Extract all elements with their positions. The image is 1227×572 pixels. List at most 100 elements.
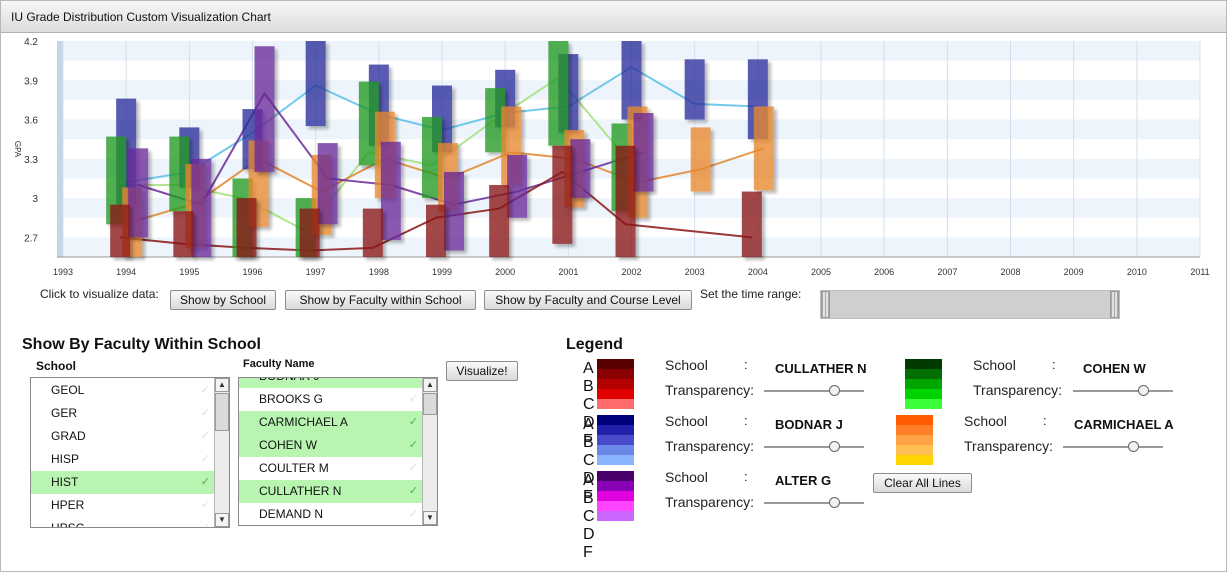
check-icon: ✓ xyxy=(408,439,418,451)
color-swatch xyxy=(597,471,634,521)
legend-transparency-label: Transparency: xyxy=(665,382,754,398)
check-icon: ✓ xyxy=(200,384,210,396)
slider-knob[interactable] xyxy=(1138,385,1149,396)
transparency-slider[interactable] xyxy=(764,496,864,510)
check-icon: ✓ xyxy=(200,453,210,465)
scroll-up-icon[interactable]: ▲ xyxy=(423,378,437,392)
legend-transparency-label: Transparency: xyxy=(665,494,754,510)
gpa-box xyxy=(507,154,528,218)
check-icon: ✓ xyxy=(200,430,210,442)
school-list-item[interactable]: HPSC ✓ xyxy=(31,517,214,528)
check-icon: ✓ xyxy=(200,522,210,528)
slider-knob[interactable] xyxy=(1128,441,1139,452)
transparency-slider[interactable] xyxy=(764,384,864,398)
swatch-band xyxy=(896,415,933,425)
slider-knob[interactable] xyxy=(829,441,840,452)
swatch-band xyxy=(896,455,933,465)
gpa-box xyxy=(485,88,506,153)
grade-letter: F xyxy=(583,488,593,505)
legend-title: Legend xyxy=(566,336,623,353)
school-list-item[interactable]: GER ✓ xyxy=(31,402,214,425)
faculty-name: BROOKS G xyxy=(259,392,324,406)
gpa-box xyxy=(426,204,446,257)
faculty-column-header: Faculty Name xyxy=(243,358,315,370)
faculty-list-item[interactable]: COULTER M ✓ xyxy=(239,457,422,480)
gpa-box xyxy=(128,148,149,238)
legend-transparency-label: Transparency: xyxy=(973,382,1062,398)
gpa-box xyxy=(191,158,212,257)
show-by-school-button[interactable]: Show by School xyxy=(170,290,276,310)
swatch-band xyxy=(905,379,942,389)
y-tick-label: 3.6 xyxy=(24,116,38,127)
x-tick-label: 2006 xyxy=(874,267,894,277)
faculty-scrollbar[interactable]: ▲ ▼ xyxy=(422,378,437,525)
school-list-item[interactable]: HIST ✓ xyxy=(31,471,214,494)
y-axis-label: GPA xyxy=(13,141,22,158)
gpa-box xyxy=(380,141,401,240)
transparency-slider[interactable] xyxy=(764,440,864,454)
faculty-list-item[interactable]: DEMAND N ✓ xyxy=(239,503,422,525)
clear-all-lines-button[interactable]: Clear All Lines xyxy=(873,473,972,493)
slider-track xyxy=(1063,446,1163,448)
gpa-box xyxy=(305,41,326,127)
x-tick-label: 2008 xyxy=(1000,267,1020,277)
scroll-down-icon[interactable]: ▼ xyxy=(215,513,229,527)
x-tick-label: 2003 xyxy=(685,267,705,277)
swatch-band xyxy=(597,415,634,425)
gpa-box xyxy=(236,198,257,257)
legend-school-label: School xyxy=(665,357,708,373)
slider-knob[interactable] xyxy=(829,497,840,508)
color-swatch xyxy=(896,415,933,465)
grade-letter: D xyxy=(583,526,595,543)
click-to-visualize-label: Click to visualize data: xyxy=(40,287,159,301)
scroll-thumb[interactable] xyxy=(215,393,229,431)
gpa-box xyxy=(106,136,127,225)
x-tick-label: 2005 xyxy=(811,267,831,277)
school-listbox[interactable]: GEOL ✓ GER ✓ GRAD ✓ HISP ✓ HIST ✓ HPER ✓ HPSC ✓ ▲ ▼ xyxy=(30,377,230,528)
swatch-band xyxy=(905,389,942,399)
color-swatch xyxy=(905,359,942,409)
y-tick-label: 2.7 xyxy=(24,233,38,244)
swatch-band xyxy=(597,481,634,491)
swatch-band xyxy=(896,435,933,445)
faculty-list-item[interactable]: CARMICHAEL A ✓ xyxy=(239,411,422,434)
gpa-chart: 2.7 3 3.3 3.6 3.9 4.2 GPA 1993 1994 1995 1996 1997 1… xyxy=(13,37,1210,277)
show-by-faculty-button[interactable]: Show by Faculty within School xyxy=(285,290,476,310)
grade-letter: C xyxy=(583,508,595,525)
legend-school-label: School xyxy=(973,357,1016,373)
transparency-slider[interactable] xyxy=(1063,440,1163,454)
faculty-list-item[interactable]: BROOKS G ✓ xyxy=(239,388,422,411)
legend-school-label: School xyxy=(665,469,708,485)
faculty-listbox[interactable]: BODNAR J✓BROOKS G✓CARMICHAEL A✓COHEN W✓C… xyxy=(238,377,438,526)
show-by-faculty-course-button[interactable]: Show by Faculty and Course Level xyxy=(484,290,692,310)
transparency-slider[interactable] xyxy=(1073,384,1173,398)
faculty-list-item[interactable]: BODNAR J ✓ xyxy=(239,378,422,388)
grade-letter: B xyxy=(583,434,594,451)
gpa-box xyxy=(633,113,654,192)
time-range-start-handle[interactable] xyxy=(821,291,830,318)
visualize-button[interactable]: Visualize! xyxy=(446,361,518,381)
time-range-end-handle[interactable] xyxy=(1110,291,1119,318)
scroll-up-icon[interactable]: ▲ xyxy=(215,378,229,392)
school-list-item[interactable]: HISP ✓ xyxy=(31,448,214,471)
school-list-item[interactable]: GRAD ✓ xyxy=(31,425,214,448)
swatch-band xyxy=(597,425,634,435)
swatch-band xyxy=(896,425,933,435)
school-list-item[interactable]: GEOL ✓ xyxy=(31,379,214,402)
time-range-slider[interactable] xyxy=(820,290,1120,319)
scroll-down-icon[interactable]: ▼ xyxy=(423,511,437,525)
gpa-box xyxy=(254,46,275,172)
school-list-item[interactable]: HPER ✓ xyxy=(31,494,214,517)
slider-knob[interactable] xyxy=(829,385,840,396)
scroll-thumb[interactable] xyxy=(423,393,437,415)
school-scrollbar[interactable]: ▲ ▼ xyxy=(214,378,229,527)
faculty-list-item[interactable]: COHEN W ✓ xyxy=(239,434,422,457)
x-tick-label: 2001 xyxy=(558,267,578,277)
swatch-band xyxy=(597,379,634,389)
x-tick-label: 2002 xyxy=(621,267,641,277)
gpa-box xyxy=(548,41,569,146)
faculty-list-item[interactable]: CULLATHER N ✓ xyxy=(239,480,422,503)
